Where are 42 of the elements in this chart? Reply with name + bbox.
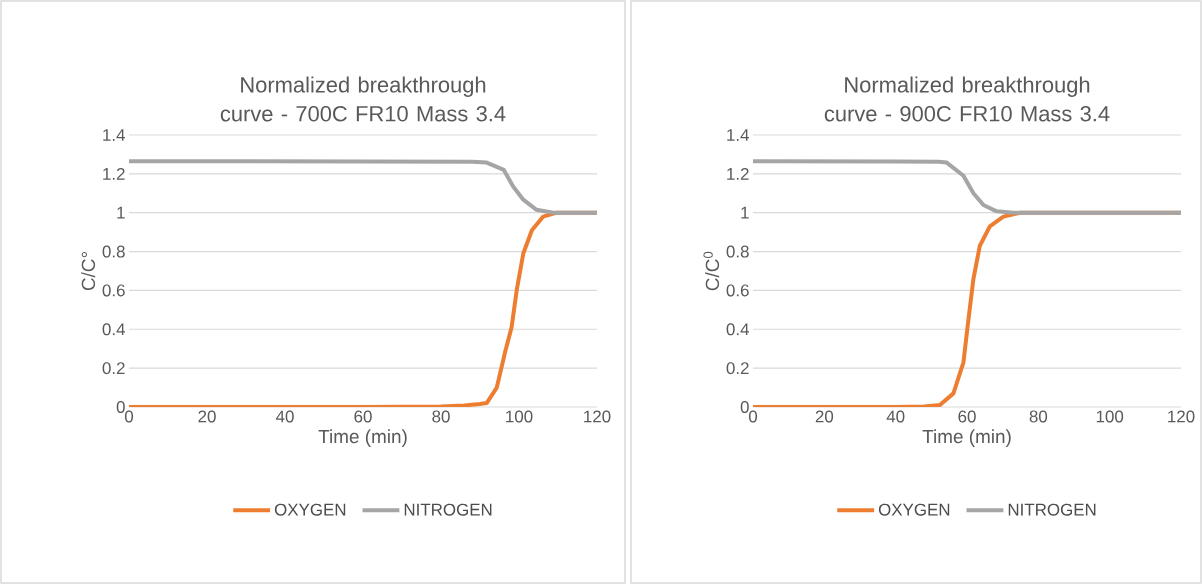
line-series bbox=[129, 159, 598, 215]
y-tick-label: 0.4 bbox=[726, 323, 749, 336]
legend-label: NITROGEN bbox=[404, 503, 492, 516]
x-tick-label: 40 bbox=[886, 410, 905, 423]
y-tick-label: 0.2 bbox=[102, 362, 125, 375]
x-tick-label: 120 bbox=[1168, 410, 1195, 423]
y-tick-label: 0 bbox=[740, 400, 749, 413]
y-tick-label: 0.2 bbox=[726, 362, 749, 375]
line-series bbox=[753, 159, 1182, 215]
x-tick-label: 0 bbox=[124, 410, 134, 423]
x-tick-label: 80 bbox=[1029, 410, 1048, 423]
chart-title: Normalized breakthrough curve - 700C FR10 Mass 3.4 bbox=[220, 76, 506, 122]
chart-title: Normalized breakthrough curve - 900C FR10 Mass 3.4 bbox=[824, 76, 1110, 122]
y-tick-label: 0.6 bbox=[102, 284, 125, 297]
y-tick-label: 1.2 bbox=[103, 167, 125, 180]
x-tick-label: 20 bbox=[198, 410, 216, 423]
x-tick-label: 20 bbox=[815, 410, 834, 423]
x-tick-label: 100 bbox=[506, 410, 533, 423]
x-tick-label: 0 bbox=[748, 410, 758, 423]
y-tick-label: 1.4 bbox=[727, 129, 749, 141]
legend-label: NITROGEN bbox=[1008, 503, 1096, 516]
y-tick-label: 0.8 bbox=[726, 245, 749, 258]
x-tick-label: 80 bbox=[432, 410, 450, 423]
legend-label: OXYGEN bbox=[878, 503, 950, 516]
y-tick-label: 1.4 bbox=[103, 129, 125, 141]
legend-label: OXYGEN bbox=[274, 503, 346, 516]
y-tick-label: 0.4 bbox=[102, 323, 125, 336]
y-axis-title: C/C$^{0}$ bbox=[703, 251, 720, 291]
y-axis-title: C/C° bbox=[81, 252, 96, 291]
y-tick-label: 1.2 bbox=[727, 167, 749, 180]
x-axis-title: Time (min) bbox=[318, 429, 407, 447]
y-tick-label: 1 bbox=[741, 206, 749, 219]
y-tick-label: 1 bbox=[117, 206, 125, 219]
x-axis-title: Time (min) bbox=[922, 429, 1011, 447]
x-tick-label: 60 bbox=[958, 410, 976, 423]
x-tick-label: 100 bbox=[1096, 410, 1124, 423]
x-tick-label: 120 bbox=[584, 410, 611, 423]
x-tick-label: 40 bbox=[275, 410, 294, 423]
y-tick-label: 0.8 bbox=[102, 245, 125, 258]
x-tick-label: 60 bbox=[354, 410, 372, 423]
y-tick-label: 0.6 bbox=[726, 284, 749, 297]
y-tick-label: 0 bbox=[116, 400, 125, 413]
